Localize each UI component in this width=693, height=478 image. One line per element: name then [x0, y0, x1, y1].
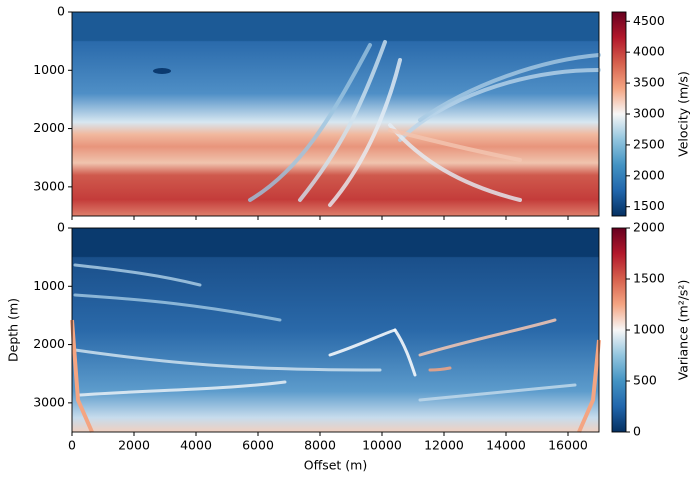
y-tick-label: 2000: [33, 120, 65, 135]
heatmap-streak: [248, 43, 372, 202]
x-tick-label: 10000: [362, 438, 402, 453]
colorbar-tick-label: 2000: [633, 167, 665, 182]
heatmap-streak: [328, 58, 402, 207]
y-tick-label: 3000: [33, 178, 65, 193]
heatmap-streak: [418, 383, 577, 402]
plot-frame: [71, 227, 600, 433]
y-axis-label: Depth (m): [6, 298, 21, 362]
colorbar-tick-label: 2500: [633, 136, 665, 151]
heatmap-streak: [73, 348, 382, 372]
y-tick-label: 1000: [33, 278, 65, 293]
colorbar-tick-label: 1500: [633, 271, 665, 286]
x-tick-label: 0: [68, 438, 76, 453]
heatmap-streak: [328, 328, 397, 357]
heatmap-streak: [73, 293, 282, 322]
colorbar: [611, 227, 627, 433]
heatmap-blob: [153, 68, 171, 74]
colorbar-tick-label: 4500: [633, 13, 665, 28]
x-tick-label: 6000: [242, 438, 274, 453]
y-tick-label: 2000: [33, 336, 65, 351]
x-tick-label: 4000: [180, 438, 212, 453]
colorbar-tick-label: 0: [633, 424, 641, 439]
colorbar-tick-label: 3000: [633, 106, 665, 121]
plot-frame: [71, 11, 600, 217]
colorbar-tick-label: 1500: [633, 198, 665, 213]
y-tick-label: 0: [57, 4, 65, 19]
x-tick-label: 12000: [424, 438, 464, 453]
colorbar-tick-label: 4000: [633, 44, 665, 59]
heatmap-edge: [70, 319, 94, 433]
colorbar-tick-label: 500: [633, 373, 657, 388]
heatmap-structure: [73, 263, 577, 402]
y-tick-label: 3000: [33, 394, 65, 409]
heatmap-streak: [398, 68, 601, 142]
colorbar-label: Velocity (m/s): [676, 71, 691, 157]
colorbar: [611, 11, 627, 217]
x-tick-label: 16000: [548, 438, 588, 453]
y-tick-label: 1000: [33, 62, 65, 77]
heatmap-streak: [418, 53, 601, 122]
colorbar-label: Variance (m²/s²): [676, 280, 691, 381]
heatmap-streak: [418, 318, 557, 357]
x-tick-label: 14000: [486, 438, 526, 453]
heatmap-streak: [388, 128, 522, 162]
x-axis-label: Offset (m): [304, 458, 367, 473]
heatmap-streak: [298, 40, 387, 202]
heatmap-streak: [428, 366, 452, 372]
heatmap-streak: [78, 380, 287, 397]
colorbar-tick-label: 3500: [633, 75, 665, 90]
x-tick-label: 2000: [118, 438, 150, 453]
colorbar-tick-label: 1000: [633, 322, 665, 337]
heatmap-streak: [73, 263, 202, 287]
heatmap-streak: [388, 123, 522, 202]
heatmap-edge: [577, 339, 601, 433]
colorbar-tick-label: 2000: [633, 220, 665, 235]
heatmap-streak: [393, 328, 417, 377]
heatmap-image: [72, 12, 599, 216]
heatmap-structure: [248, 40, 601, 207]
x-tick-label: 8000: [304, 438, 336, 453]
y-tick-label: 0: [57, 220, 65, 235]
